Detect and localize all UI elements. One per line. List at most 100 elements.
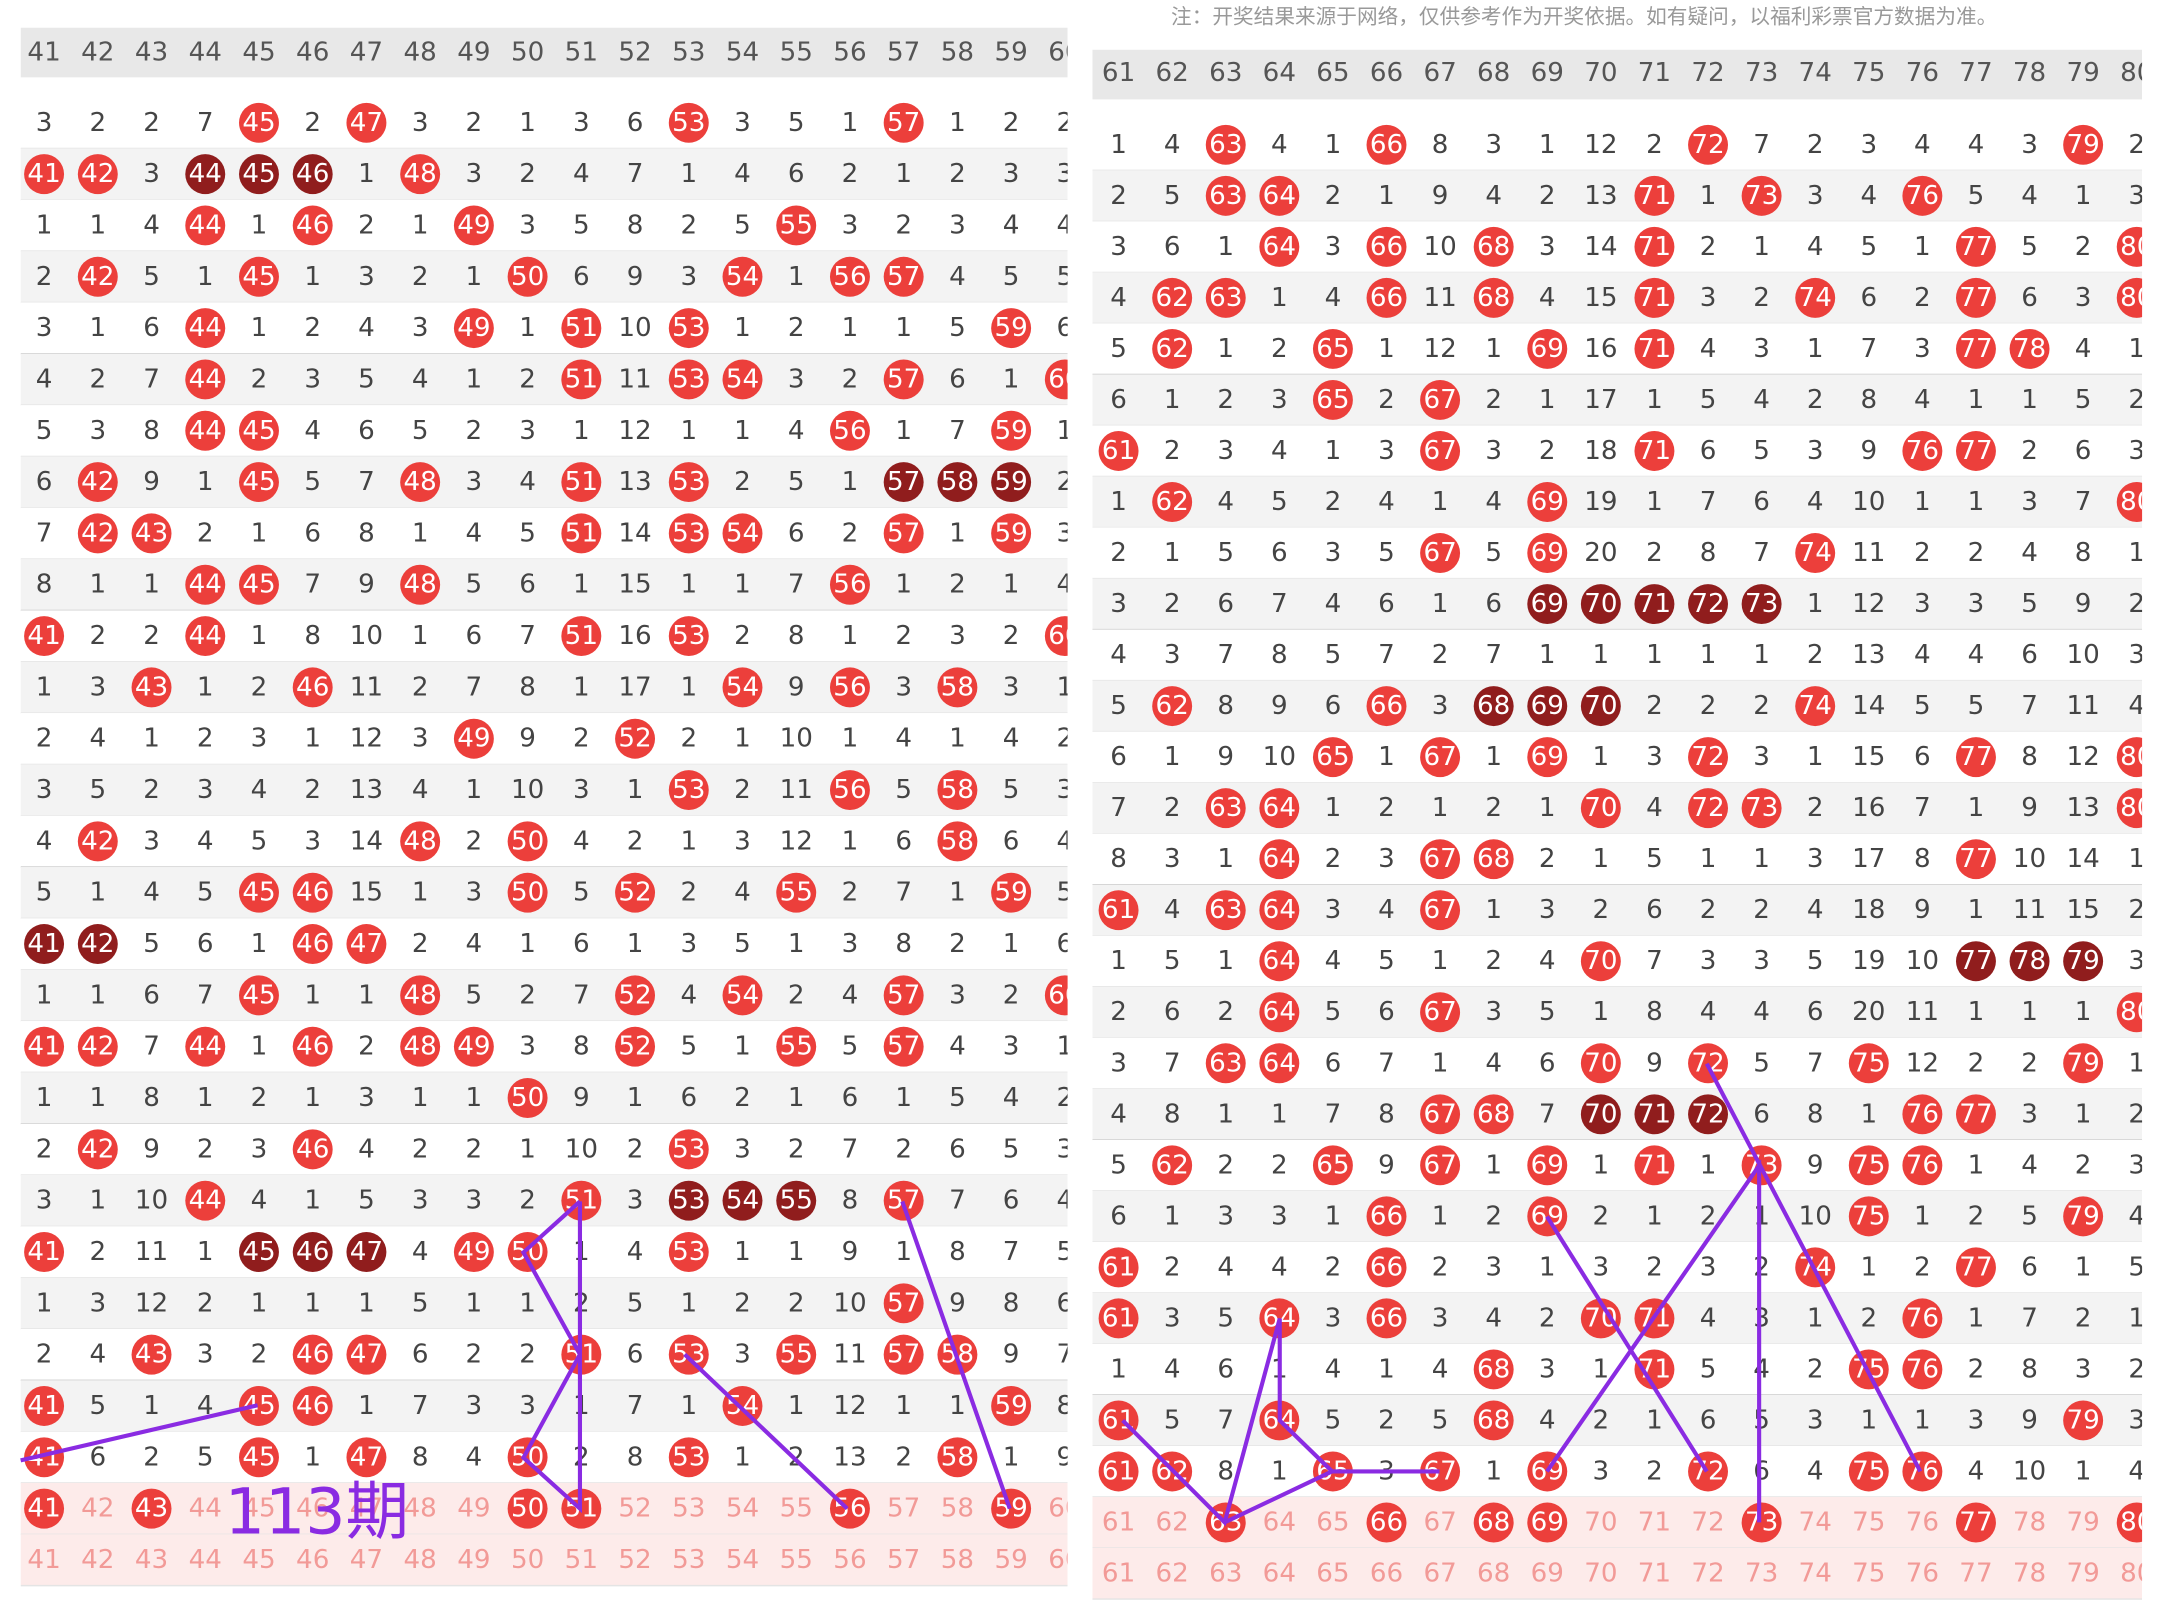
ball-number: 71 (1638, 232, 1671, 262)
ball (776, 1334, 817, 1375)
omission-count: 2 (358, 210, 375, 240)
ball-number: 50 (511, 1494, 544, 1524)
omission-count: 1 (412, 1083, 429, 1113)
omission-count: 14 (2066, 844, 2099, 874)
omission-count: 1 (895, 1391, 912, 1421)
omission-count: 10 (780, 724, 813, 754)
omission-count: 16 (1852, 793, 1885, 823)
ball (1312, 379, 1353, 420)
ball (2063, 1400, 2104, 1441)
omission-count: 4 (1325, 283, 1342, 313)
ball-number: 68 (1477, 232, 1510, 262)
footer-number: 58 (941, 1494, 974, 1524)
omission-count: 1 (251, 1288, 268, 1318)
omission-count: 1 (1432, 487, 1449, 517)
ball (668, 1437, 709, 1478)
omission-count: 3 (1325, 1303, 1342, 1333)
omission-count: 2 (788, 1134, 805, 1164)
ball-number: 77 (1959, 283, 1992, 313)
ball-number: 69 (1531, 334, 1564, 364)
omission-count: 6 (519, 570, 536, 600)
column-header: 74 (1799, 58, 1832, 88)
ball-number: 45 (242, 570, 275, 600)
footer-number: 75 (1852, 1507, 1885, 1537)
omission-count: 8 (627, 210, 644, 240)
ball-number: 59 (994, 1391, 1027, 1421)
ball (883, 359, 924, 400)
ball-number: 67 (1423, 742, 1456, 772)
trend-line (1223, 1469, 1333, 1525)
footer-number: 55 (780, 1494, 813, 1524)
omission-count: 4 (1432, 1354, 1449, 1384)
ball (1688, 584, 1728, 625)
omission-count: 8 (1057, 1391, 1074, 1421)
omission-count: 8 (358, 518, 375, 548)
omission-count: 4 (1753, 1354, 1770, 1384)
footer-number: 74 (1799, 1507, 1832, 1537)
ball-number: 46 (296, 210, 329, 240)
footer-number: 76 (1906, 1559, 1939, 1589)
column-header: 69 (1531, 58, 1564, 88)
omission-count: 8 (949, 1237, 966, 1267)
ball (292, 872, 333, 913)
omission-count: 3 (2128, 1405, 2145, 1435)
ball (77, 1026, 118, 1067)
omission-count: 5 (949, 313, 966, 343)
column-header: 78 (2013, 58, 2046, 88)
ball (185, 616, 226, 657)
footer-number: 54 (726, 1545, 759, 1575)
ball-number: 80 (2120, 1507, 2153, 1537)
footer-number: 49 (457, 1494, 490, 1524)
omission-count: 5 (143, 929, 160, 959)
omission-count: 1 (466, 364, 483, 394)
omission-count: 17 (618, 672, 651, 702)
omission-count: 2 (1217, 1150, 1234, 1180)
omission-count: 2 (842, 159, 859, 189)
ball-number: 56 (833, 672, 866, 702)
omission-count: 19 (1584, 487, 1617, 517)
omission-count: 5 (1110, 334, 1127, 364)
omission-count: 4 (1378, 487, 1395, 517)
omission-count: 1 (2128, 538, 2145, 568)
omission-count: 1 (1753, 844, 1770, 874)
omission-count: 5 (1968, 691, 1985, 721)
omission-count: 1 (1164, 538, 1181, 568)
ball-number: 69 (1531, 1201, 1564, 1231)
omission-count: 13 (2066, 793, 2099, 823)
omission-count: 8 (36, 570, 53, 600)
omission-count: 12 (135, 1288, 168, 1318)
omission-count: 3 (1325, 232, 1342, 262)
ball (991, 513, 1032, 554)
omission-count: 1 (251, 210, 268, 240)
ball (776, 1026, 817, 1067)
ball (2063, 124, 2104, 165)
omission-count: 5 (1968, 181, 1985, 211)
omission-count: 1 (1217, 946, 1234, 976)
ball-number: 57 (887, 108, 920, 138)
ball-number: 47 (350, 108, 383, 138)
ball-number: 45 (242, 1442, 275, 1472)
omission-count: 1 (1968, 997, 1985, 1027)
omission-count: 4 (1914, 385, 1931, 415)
row-bg (1092, 119, 2143, 171)
ball-number: 44 (189, 1032, 222, 1062)
column-header: 75 (1852, 58, 1885, 88)
omission-count: 12 (780, 826, 813, 856)
ball (1902, 1451, 1943, 1492)
omission-count: 3 (412, 313, 429, 343)
omission-count: 1 (627, 775, 644, 805)
ball (829, 1488, 870, 1529)
omission-count: 4 (734, 878, 751, 908)
ball (668, 1180, 709, 1221)
omission-count: 3 (1432, 1303, 1449, 1333)
omission-count: 2 (1325, 1252, 1342, 1282)
ball-number: 71 (1638, 181, 1671, 211)
ball-number: 57 (887, 980, 920, 1010)
omission-count: 1 (1217, 844, 1234, 874)
ball (24, 1232, 65, 1272)
ball (668, 1129, 709, 1170)
omission-count: 1 (197, 262, 214, 292)
omission-count: 2 (2075, 232, 2092, 262)
ball-number: 53 (672, 108, 705, 138)
ball-number: 65 (1316, 334, 1349, 364)
